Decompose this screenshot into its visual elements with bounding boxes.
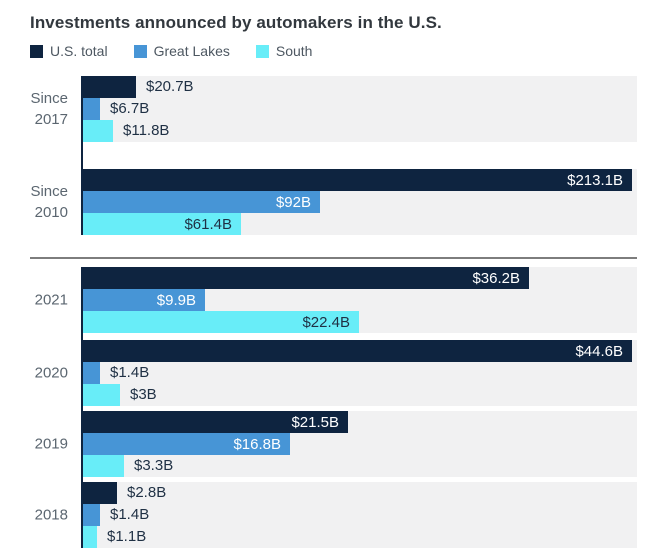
chart-section-1: 2021 $36.2B $9.9B $22.4B 2020 $44.6B $1.4B $3B 2…: [35, 267, 663, 548]
chart-title: Investments announced by automakers in t…: [30, 13, 442, 32]
bar-great-lakes: $92B: [83, 191, 320, 213]
legend-label: Great Lakes: [153, 43, 230, 59]
bar-group-since-2017: Since 2017 $20.7B $6.7B $11.8B: [30, 76, 637, 142]
value-label: $16.8B: [233, 435, 281, 453]
bar-group-2018: 2018 $2.8B $1.4B $1.1B: [35, 482, 637, 548]
bar-south: [83, 526, 97, 548]
bar-group-2020: 2020 $44.6B $1.4B $3B: [35, 340, 637, 406]
bar-great-lakes: [83, 98, 100, 120]
legend-item-us-total: U.S. total: [30, 43, 108, 59]
bar-south: [83, 384, 120, 406]
bar-row: $22.4B: [83, 311, 637, 333]
category-label-line: 2017: [34, 111, 68, 128]
value-label: $9.9B: [156, 291, 196, 309]
bar-row: $3B: [83, 384, 637, 406]
section-divider: [30, 257, 637, 259]
value-label: $1.1B: [107, 528, 147, 545]
bar-south: [83, 120, 113, 142]
bar-group-2021: 2021 $36.2B $9.9B $22.4B: [35, 267, 637, 333]
bar-great-lakes: $9.9B: [83, 289, 205, 311]
bar-row: $16.8B: [83, 433, 637, 455]
value-label: $22.4B: [302, 313, 350, 331]
bar-us-total: $213.1B: [83, 169, 632, 191]
legend-label: U.S. total: [50, 43, 108, 59]
bar-us-total: [83, 482, 117, 504]
bar-row: $36.2B: [83, 267, 637, 289]
value-label: $213.1B: [567, 171, 623, 189]
value-label: $92B: [275, 193, 311, 211]
bar-great-lakes: [83, 504, 100, 526]
category-label: Since 2010: [30, 181, 68, 223]
legend: U.S. total Great Lakes South: [30, 43, 663, 59]
south-swatch-icon: [255, 44, 269, 58]
value-label: $61.4B: [184, 215, 232, 233]
value-label: $3B: [130, 386, 157, 403]
chart: Since 2017 $20.7B $6.7B $11.8B Since 2010 $213.…: [30, 76, 663, 548]
legend-item-great-lakes: Great Lakes: [133, 43, 230, 59]
bar-row: $9.9B: [83, 289, 637, 311]
bar-row: $6.7B: [83, 98, 637, 120]
category-label: 2020: [35, 363, 68, 384]
bar-south: [83, 455, 124, 477]
category-label: 2019: [35, 434, 68, 455]
bar-row: $2.8B: [83, 482, 637, 504]
value-label: $3.3B: [134, 457, 174, 474]
bar-row: $92B: [83, 191, 637, 213]
chart-section-0: Since 2017 $20.7B $6.7B $11.8B Since 2010 $213.…: [30, 76, 663, 235]
bar-row: $1.4B: [83, 362, 637, 384]
value-label: $11.8B: [123, 122, 170, 139]
legend-label: South: [275, 43, 313, 59]
bar-group-2019: 2019 $21.5B $16.8B $3.3B: [35, 411, 637, 477]
value-label: $44.6B: [575, 342, 623, 360]
category-label-line: 2019: [34, 435, 68, 453]
value-label: $6.7B: [110, 100, 150, 117]
category-label-line: Since: [30, 183, 68, 200]
category-label: 2021: [35, 290, 68, 311]
bar-row: $20.7B: [83, 76, 637, 98]
bar-us-total: $36.2B: [83, 267, 529, 289]
bar-group-since-2010: Since 2010 $213.1B $92B $61.4B: [30, 169, 637, 235]
bar-great-lakes: [83, 362, 100, 384]
legend-item-south: South: [255, 43, 313, 59]
category-label-line: 2010: [34, 204, 68, 221]
bar-us-total: $21.5B: [83, 411, 348, 433]
value-label: $21.5B: [291, 413, 339, 431]
us-total-swatch-icon: [30, 44, 43, 58]
category-label-line: 2020: [34, 364, 68, 382]
value-label: $20.7B: [146, 78, 194, 95]
value-label: $2.8B: [127, 484, 167, 501]
bar-row: $3.3B: [83, 455, 637, 477]
bar-row: $21.5B: [83, 411, 637, 433]
bar-row: $1.4B: [83, 504, 637, 526]
great-lakes-swatch-icon: [133, 44, 147, 58]
value-label: $36.2B: [472, 269, 520, 287]
bar-row: $44.6B: [83, 340, 637, 362]
bar-south: $61.4B: [83, 213, 241, 235]
bar-us-total: [83, 76, 136, 98]
category-label-line: 2021: [34, 291, 68, 309]
bar-great-lakes: $16.8B: [83, 433, 290, 455]
bar-row: $1.1B: [83, 526, 637, 548]
category-label: 2018: [35, 505, 68, 526]
category-label-line: 2018: [34, 506, 68, 524]
bar-row: $61.4B: [83, 213, 637, 235]
category-label-line: Since: [30, 90, 68, 107]
bar-us-total: $44.6B: [83, 340, 632, 362]
bar-south: $22.4B: [83, 311, 359, 333]
value-label: $1.4B: [110, 364, 150, 381]
bar-row: $11.8B: [83, 120, 637, 142]
category-label: Since 2017: [30, 88, 68, 130]
value-label: $1.4B: [110, 506, 150, 523]
bar-row: $213.1B: [83, 169, 637, 191]
